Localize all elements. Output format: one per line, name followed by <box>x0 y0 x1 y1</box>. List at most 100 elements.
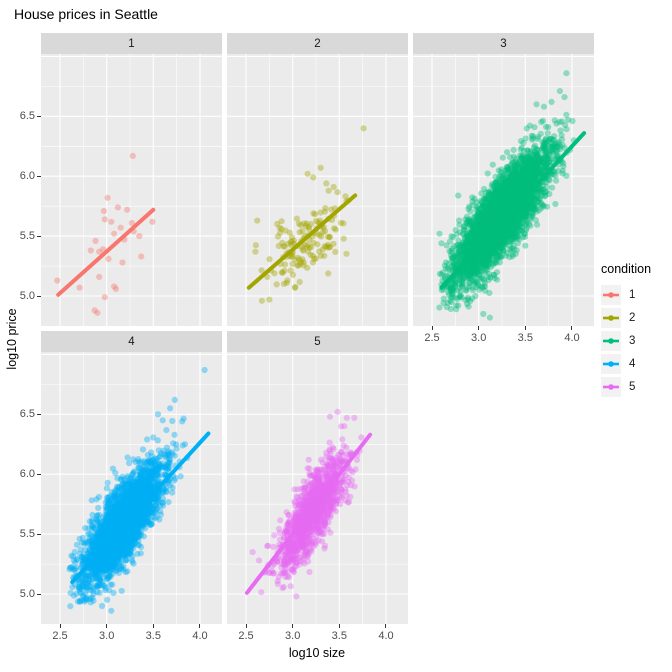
axis-tick-mark <box>37 235 41 237</box>
gridlines-minor <box>41 54 222 326</box>
axis-tick-mark <box>431 326 433 330</box>
legend-key-swatch <box>601 331 621 351</box>
y-tick-label: 6.0 <box>19 170 35 183</box>
regression-line <box>246 193 358 290</box>
legend-line-point-icon <box>603 292 619 298</box>
axis-tick-mark <box>37 473 41 475</box>
axis-tick-mark <box>524 326 526 330</box>
y-tick-label: 5.5 <box>19 230 35 243</box>
axis-tick-mark <box>37 115 41 117</box>
scatter-points <box>66 366 208 614</box>
gridlines-minor <box>41 352 222 624</box>
legend-entry-label: 5 <box>629 381 636 393</box>
regression-line <box>56 207 156 297</box>
facet-strip-label: 1 <box>128 37 135 50</box>
facet-strip-2: 2 <box>227 33 408 54</box>
plot-title: House prices in Seattle <box>14 6 158 22</box>
x-tick-label: 2.5 <box>424 332 440 344</box>
axis-tick-mark <box>106 624 108 628</box>
y-tick-label: 5.0 <box>19 290 35 303</box>
axis-tick-mark <box>37 295 41 297</box>
facet-panel-3 <box>413 54 594 326</box>
axis-tick-mark <box>292 624 294 628</box>
facet-panel-2 <box>227 54 408 326</box>
x-tick-label: 4.0 <box>192 630 208 642</box>
gridlines-major <box>227 352 408 624</box>
regression-line <box>245 432 373 595</box>
legend-entry-label: 1 <box>629 289 636 301</box>
x-tick-label: 3.0 <box>471 332 487 344</box>
gridlines-major <box>227 54 408 326</box>
axis-tick-mark <box>338 624 340 628</box>
legend-line-point-icon <box>603 361 619 367</box>
gridlines-major <box>413 54 594 326</box>
legend-entry-2: 2 <box>601 308 651 328</box>
legend-entry-5: 5 <box>601 377 651 397</box>
x-tick-label: 4.0 <box>564 332 580 344</box>
scatter-points <box>54 152 156 316</box>
legend-entry-label: 3 <box>629 335 636 347</box>
legend-entry-label: 4 <box>629 358 636 370</box>
x-tick-label: 3.5 <box>517 332 533 344</box>
axis-tick-mark <box>37 413 41 415</box>
y-tick-label: 5.0 <box>19 588 35 601</box>
legend-entry-label: 2 <box>629 312 636 324</box>
scatter-points <box>252 125 367 304</box>
axis-tick-mark <box>571 326 573 330</box>
panel-background <box>413 54 594 326</box>
gridlines-minor <box>227 352 408 624</box>
x-tick-label: 2.5 <box>52 630 68 642</box>
gridlines-major <box>41 54 222 326</box>
facet-strip-4: 4 <box>41 331 222 352</box>
facet-strip-3: 3 <box>413 33 594 54</box>
x-tick-label: 3.0 <box>285 630 301 642</box>
legend-key-swatch <box>601 354 621 374</box>
legend-key-swatch <box>601 308 621 328</box>
x-tick-label: 3.5 <box>331 630 347 642</box>
y-axis-title: log10 price <box>5 308 19 370</box>
facet-strip-label: 3 <box>500 37 507 50</box>
axis-tick-mark <box>385 624 387 628</box>
x-tick-label: 3.0 <box>99 630 115 642</box>
facet-strip-label: 4 <box>128 335 135 348</box>
axis-tick-mark <box>37 533 41 535</box>
legend: condition 1 2 3 4 5 <box>601 262 651 400</box>
y-tick-label: 6.5 <box>19 408 35 421</box>
gridlines-minor <box>227 54 408 326</box>
x-tick-label: 3.5 <box>145 630 161 642</box>
legend-line-point-icon <box>603 384 619 390</box>
scatter-points <box>436 70 577 321</box>
axis-tick-mark <box>37 593 41 595</box>
axis-tick-mark <box>478 326 480 330</box>
axis-tick-mark <box>59 624 61 628</box>
y-tick-label: 6.5 <box>19 110 35 123</box>
legend-entry-4: 4 <box>601 354 651 374</box>
facet-panel-1 <box>41 54 222 326</box>
legend-entry-1: 1 <box>601 285 651 305</box>
facet-panel-4 <box>41 352 222 624</box>
facet-strip-label: 2 <box>314 37 321 50</box>
gridlines-major <box>41 352 222 624</box>
axis-tick-mark <box>152 624 154 628</box>
regression-line <box>70 431 211 585</box>
x-axis-title: log10 size <box>288 646 346 660</box>
facet-panel-5 <box>227 352 408 624</box>
legend-line-point-icon <box>603 338 619 344</box>
legend-entry-3: 3 <box>601 331 651 351</box>
facet-strip-1: 1 <box>41 33 222 54</box>
axis-tick-mark <box>199 624 201 628</box>
facet-strip-5: 5 <box>227 331 408 352</box>
gridlines-minor <box>413 54 594 326</box>
legend-line-point-icon <box>603 315 619 321</box>
scatter-points <box>249 408 365 600</box>
x-tick-label: 4.0 <box>378 630 394 642</box>
facet-strip-label: 5 <box>314 335 321 348</box>
legend-title: condition <box>601 262 652 276</box>
legend-key-swatch <box>601 285 621 305</box>
y-tick-label: 5.5 <box>19 528 35 541</box>
regression-line <box>439 131 587 290</box>
panel-background <box>41 352 222 624</box>
x-tick-label: 2.5 <box>238 630 254 642</box>
axis-tick-mark <box>245 624 247 628</box>
